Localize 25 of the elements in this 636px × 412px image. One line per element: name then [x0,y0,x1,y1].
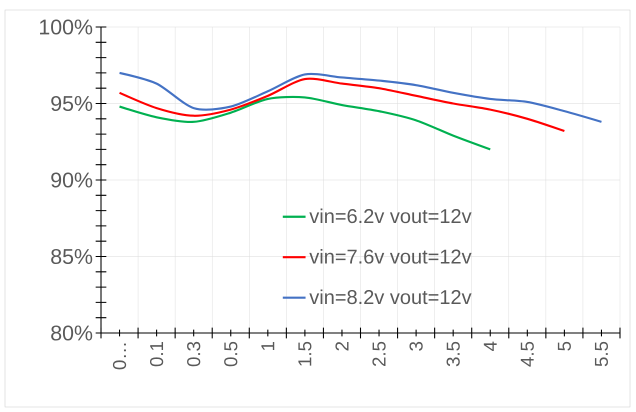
line-series [118,78,566,132]
x-tick-label: 2 [335,342,348,350]
legend-label: vin=8.2v vout=12v [309,289,472,304]
x-tick-label: 2.5 [372,342,386,366]
x-tick-label: 0.1 [150,342,164,366]
x-tick-label: 1.5 [298,342,312,366]
x-tick-label: 5 [558,342,571,351]
y-tick-label: 80% [51,325,92,341]
y-tick-label: 95% [51,96,92,112]
x-tick-label: 4.5 [520,342,534,367]
x-tick-label: 5.5 [594,342,608,366]
legend-label: vin=7.6v vout=12v [309,248,472,264]
x-tick-label: 0… [112,344,126,370]
y-tick-label: 100% [40,19,92,35]
x-tick-label: 3 [409,342,423,351]
x-tick-label: 3.5 [446,342,460,366]
y-tick-label: 90% [51,172,92,188]
x-tick-label: 0.5 [224,342,238,366]
legend-label: vin=6.2v vout=12v [309,208,472,224]
x-tick-label: 0.3 [187,342,200,366]
line-series [118,96,492,150]
x-tick-label: 1 [261,342,274,350]
x-tick-label: 4 [484,342,497,352]
line-series [118,72,603,123]
y-tick-label: 85% [51,248,92,264]
